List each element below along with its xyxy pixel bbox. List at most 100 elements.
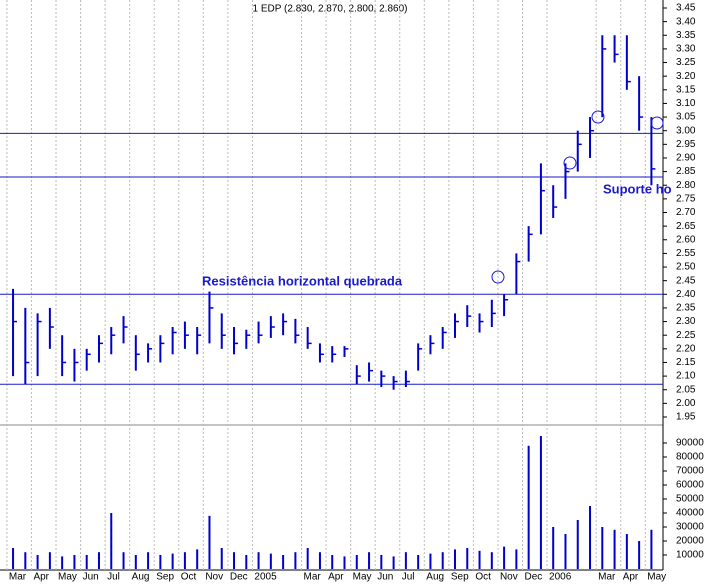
volume-bar xyxy=(441,552,444,569)
y-tick-label: 1.95 xyxy=(676,412,696,423)
volume-bar xyxy=(576,520,579,569)
x-tick-label: Jun xyxy=(377,572,393,582)
x-tick-label: Sep xyxy=(451,572,469,582)
x-tick-label: May xyxy=(353,572,372,582)
y-tick-label: 60000 xyxy=(676,480,704,491)
y-tick-label: 2.65 xyxy=(676,221,696,232)
volume-bar xyxy=(404,552,407,569)
smileys xyxy=(491,110,664,284)
x-tick-label: Apr xyxy=(328,572,344,582)
y-tick-label: 2.25 xyxy=(676,330,696,341)
y-tick-label: 2.75 xyxy=(676,194,696,205)
volume-bar xyxy=(85,555,88,569)
volume-bar xyxy=(331,555,334,569)
volume-bar xyxy=(61,556,64,569)
volume-bar xyxy=(343,556,346,569)
y-tick-label: 3.10 xyxy=(676,98,696,109)
y-tick-label: 3.15 xyxy=(676,84,696,95)
x-tick-label: May xyxy=(58,572,77,582)
volume-bar xyxy=(429,553,432,569)
x-tick-label: Dec xyxy=(230,572,248,582)
volume-bar xyxy=(368,552,371,569)
x-tick-label: 2005 xyxy=(254,572,277,582)
y-tick-label: 2.60 xyxy=(676,234,696,245)
volume-bar xyxy=(171,553,174,569)
chart-title: 1 EDP (2.830, 2.870, 2.800, 2.860) xyxy=(253,4,408,15)
volume-bar xyxy=(453,549,456,569)
y-tick-label: 2.95 xyxy=(676,139,696,150)
y-tick-label: 20000 xyxy=(676,536,704,547)
x-tick-label: Oct xyxy=(181,572,197,582)
y-tick-label: 30000 xyxy=(676,522,704,533)
y-tick-label: 2.05 xyxy=(676,384,696,395)
volume-bar xyxy=(97,552,100,569)
volume-bar xyxy=(208,515,211,569)
x-tick-label: Mar xyxy=(9,572,27,582)
y-tick-label: 2.00 xyxy=(676,398,696,409)
annotation: Resistência horizontal quebrada xyxy=(202,273,403,288)
volume-bar xyxy=(269,553,272,569)
y-tick-label: 2.40 xyxy=(676,289,696,300)
volume-bar xyxy=(650,529,653,569)
y-tick-label: 10000 xyxy=(676,550,704,561)
volume-bar xyxy=(490,552,493,569)
volume-bar xyxy=(73,555,76,569)
y-tick-label: 3.05 xyxy=(676,112,696,123)
y-tick-label: 50000 xyxy=(676,494,704,505)
volume-bar xyxy=(257,552,260,569)
x-tick-label: Apr xyxy=(33,572,49,582)
volume-bar xyxy=(183,552,186,569)
volume-bar xyxy=(552,527,555,569)
volume-bar xyxy=(564,534,567,569)
volume-bar xyxy=(12,548,15,569)
volume-bar xyxy=(122,552,125,569)
volume-bar xyxy=(134,555,137,569)
volume-bar xyxy=(220,548,223,569)
volume-bar xyxy=(515,549,518,569)
y-tick-label: 70000 xyxy=(676,466,704,477)
volume-bar xyxy=(539,436,542,569)
y-tick-label: 80000 xyxy=(676,452,704,463)
volume-bar xyxy=(503,546,506,569)
volume-bar xyxy=(282,555,285,569)
volume-bar xyxy=(392,556,395,569)
volume-bar xyxy=(466,548,469,569)
y-tick-label: 2.45 xyxy=(676,275,696,286)
volume-bar xyxy=(245,555,248,569)
volume-bar xyxy=(527,445,530,569)
y-tick-label: 3.35 xyxy=(676,30,696,41)
x-tick-label: Oct xyxy=(475,572,491,582)
x-tick-label: Mar xyxy=(598,572,616,582)
volume-bar xyxy=(233,552,236,569)
y-tick-label: 3.45 xyxy=(676,3,696,14)
y-tick-label: 3.00 xyxy=(676,125,696,136)
y-tick-label: 2.10 xyxy=(676,371,696,382)
y-tick-label: 2.50 xyxy=(676,262,696,273)
x-tick-label: Mar xyxy=(304,572,322,582)
volume-bar xyxy=(306,548,309,569)
y-tick-label: 2.80 xyxy=(676,180,696,191)
y-tick-label: 2.15 xyxy=(676,357,696,368)
volume-bar xyxy=(380,555,383,569)
y-tick-label: 2.85 xyxy=(676,166,696,177)
y-tick-label: 40000 xyxy=(676,508,704,519)
volume-bar xyxy=(159,555,162,569)
volume-bar xyxy=(613,529,616,569)
volume-bar xyxy=(294,552,297,569)
volume-bar xyxy=(417,555,420,569)
volume-bar xyxy=(147,552,150,569)
x-tick-label: Sep xyxy=(156,572,174,582)
x-tick-label: Dec xyxy=(525,572,543,582)
y-tick-label: 90000 xyxy=(676,438,704,449)
y-tick-label: 2.20 xyxy=(676,343,696,354)
x-tick-label: Apr xyxy=(623,572,639,582)
x-tick-label: Aug xyxy=(426,572,444,582)
volume-bar xyxy=(355,555,358,569)
volume-bar xyxy=(589,506,592,569)
x-tick-label: Jul xyxy=(402,572,415,582)
volume-bar xyxy=(625,534,628,569)
y-tick-label: 2.30 xyxy=(676,316,696,327)
y-tick-label: 3.20 xyxy=(676,71,696,82)
volume-bar xyxy=(318,552,321,569)
